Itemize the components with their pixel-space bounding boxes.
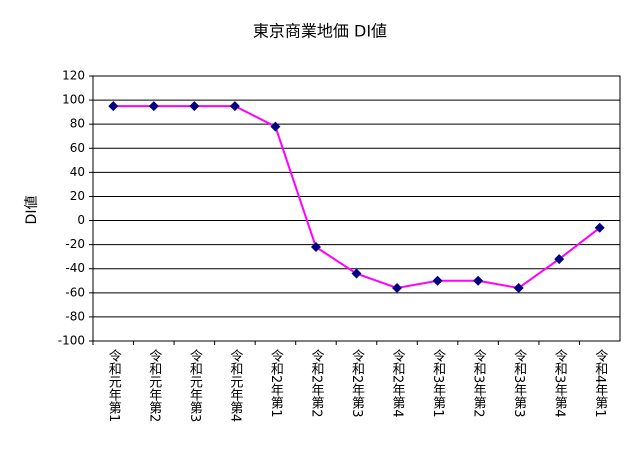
- y-tick-label: 40: [70, 165, 85, 179]
- x-tick-label: 令和3年第3: [511, 349, 527, 418]
- x-tick-label: 令和3年第1: [430, 349, 446, 418]
- x-tick-label: 令和2年第4: [390, 349, 406, 418]
- x-tick-label: 令和2年第3: [349, 349, 365, 418]
- y-tick-label: -100: [58, 334, 85, 348]
- y-tick-label: -60: [65, 285, 85, 299]
- marker: [189, 101, 200, 112]
- y-tick-label: 20: [70, 189, 85, 203]
- marker: [432, 275, 443, 286]
- y-axis-label: DI値: [24, 196, 40, 225]
- x-tick-label: 令和元年第1: [106, 349, 122, 422]
- marker: [513, 283, 524, 293]
- y-tick-label: 60: [70, 141, 85, 155]
- marker: [351, 268, 362, 279]
- marker: [148, 101, 159, 112]
- marker: [554, 254, 565, 265]
- y-tick-label: -80: [65, 309, 85, 323]
- marker: [594, 222, 605, 233]
- y-tick-label: 80: [70, 117, 85, 131]
- y-tick-label: 120: [62, 69, 85, 83]
- y-tick-label: -40: [65, 261, 85, 275]
- x-tick-label: 令和3年第4: [552, 349, 568, 418]
- marker: [310, 242, 321, 253]
- plot-border: [92, 75, 621, 342]
- x-tick-label: 令和2年第2: [308, 349, 324, 418]
- marker: [270, 121, 281, 132]
- x-tick-label: 令和4年第1: [592, 349, 608, 418]
- x-tick-label: 令和元年第3: [187, 349, 203, 422]
- marker: [392, 283, 403, 293]
- y-tick-label: 100: [62, 93, 85, 107]
- y-tick-label: 0: [77, 213, 85, 227]
- marker: [108, 101, 119, 112]
- marker: [473, 275, 484, 286]
- x-tick-label: 令和元年第2: [146, 349, 162, 422]
- y-tick-label: -20: [65, 237, 85, 251]
- marker: [229, 101, 240, 112]
- x-tick-label: 令和元年第4: [227, 349, 243, 422]
- x-tick-label: 令和2年第1: [268, 349, 284, 418]
- chart-title: 東京商業地価 DI値: [253, 22, 387, 41]
- x-tick-label: 令和3年第2: [471, 349, 487, 418]
